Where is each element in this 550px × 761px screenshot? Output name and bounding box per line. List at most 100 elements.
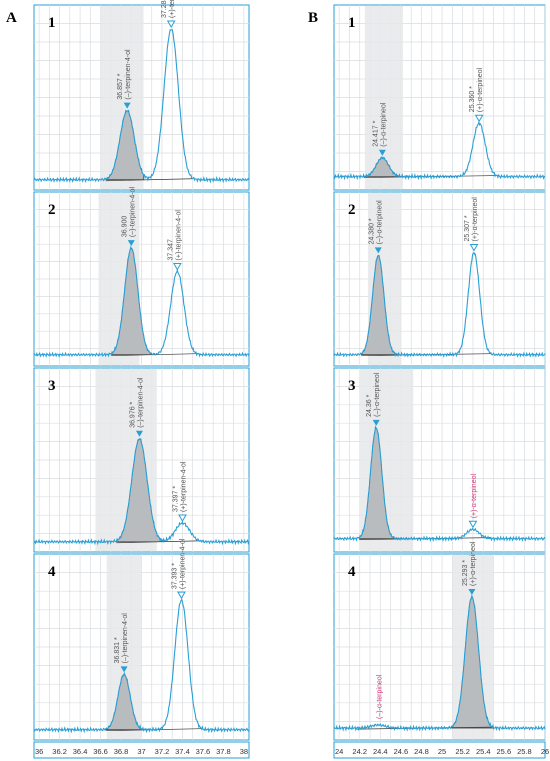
peak-marker-open bbox=[172, 262, 182, 271]
x-tick-label: 36.8 bbox=[114, 747, 129, 756]
peak-rt-label: 24.36 * bbox=[366, 394, 373, 416]
peak-rt-label: 25.360 * bbox=[469, 86, 476, 112]
subplot-number: 2 bbox=[48, 202, 56, 218]
integration-baseline bbox=[359, 537, 492, 540]
peak-rt-label: 36.900 bbox=[121, 216, 128, 238]
peak-label-group: (–)-α-terpineol bbox=[376, 674, 383, 719]
x-tick-label: 24 bbox=[335, 747, 343, 756]
peak-name-label: (+)-terpinen-4-ol bbox=[180, 461, 187, 512]
peak-name-label: (+)-terpinen-4-ol bbox=[175, 210, 182, 261]
peak-name-label: (–)-α-terpineol bbox=[376, 674, 383, 719]
subplot-number: 4 bbox=[348, 564, 356, 580]
peak-rt-label: 36.831 * bbox=[114, 637, 121, 663]
integration-baseline bbox=[105, 178, 193, 182]
peak-name-label: (+)-α-terpineol bbox=[470, 541, 477, 586]
peak-marker-open bbox=[474, 114, 484, 123]
chromatogram-trace bbox=[333, 425, 546, 543]
chromatogram-trace bbox=[33, 438, 250, 546]
peak-rt-label: 36.976 * bbox=[129, 401, 136, 427]
peak-name-label: (–)-terpinen-4-ol bbox=[125, 49, 132, 100]
integration-baseline bbox=[111, 353, 198, 357]
peak-marker-open bbox=[177, 591, 186, 600]
chromatogram-trace bbox=[333, 251, 546, 358]
peak-marker-filled bbox=[120, 666, 128, 673]
peak-marker-filled bbox=[123, 102, 131, 109]
peak-name-label: (+)-α-terpineol bbox=[472, 197, 479, 242]
x-tick-label: 24.2 bbox=[352, 747, 367, 756]
x-tick-label: 36.6 bbox=[93, 747, 108, 756]
peak-marker-open bbox=[469, 244, 479, 252]
peak-name-label: (+)-terpinen-4-ol bbox=[179, 538, 186, 589]
chromatogram-trace bbox=[33, 245, 250, 359]
peak-name-label: (–)-terpinen-4-ol bbox=[122, 613, 129, 664]
x-tick-label: 37.6 bbox=[196, 747, 211, 756]
peak-rt-label: 37.393 * bbox=[171, 563, 178, 589]
peak-rt-label: 37.397 * bbox=[172, 486, 179, 512]
subplot-number: 3 bbox=[48, 378, 56, 394]
subplot-number: 3 bbox=[348, 378, 356, 394]
x-tick-label: 26 bbox=[541, 747, 549, 756]
x-tick-label: 38 bbox=[240, 747, 248, 756]
peak-rt-label: 36.857 * bbox=[117, 73, 124, 99]
peak-name-label: (+)-α-terpineol bbox=[477, 67, 484, 112]
x-tick-label: 36 bbox=[35, 747, 43, 756]
peak-marker-filled bbox=[135, 430, 143, 437]
peak-name-label: (+)-terpinen-4-ol bbox=[169, 0, 176, 18]
x-tick-label: 25.2 bbox=[455, 747, 470, 756]
peak-marker-filled bbox=[374, 247, 382, 254]
peak-annotation: (–)-α-terpineol bbox=[376, 674, 383, 719]
chromatogram-trace bbox=[33, 598, 250, 734]
peak-label-group: (+)-α-terpineol bbox=[471, 474, 478, 519]
x-tick-label: 36.4 bbox=[73, 747, 88, 756]
subplot-number: 4 bbox=[48, 564, 56, 580]
x-tick-label: 36.2 bbox=[52, 747, 67, 756]
peak-rt-label: 24.417 * bbox=[372, 120, 379, 146]
subplot-number: 1 bbox=[48, 15, 56, 31]
peak-marker-filled bbox=[378, 149, 386, 156]
x-tick-label: 24.4 bbox=[373, 747, 388, 756]
x-tick-label: 37.8 bbox=[216, 747, 231, 756]
x-axis-frame bbox=[33, 741, 250, 759]
peak-rt-label: 25.307 * bbox=[464, 215, 471, 241]
peak-name-label: (–)-terpinen-4-ol bbox=[137, 377, 144, 428]
x-tick-label: 37 bbox=[137, 747, 145, 756]
peak-name-label: (–)-α-terpineol bbox=[376, 200, 383, 245]
x-axis-a: 36 36.2 36.4 36.6 36.8 37 37.2 37.4 37.6 37.8 38 bbox=[33, 741, 250, 759]
x-tick-label: 37.2 bbox=[155, 747, 170, 756]
peak-rt-label: 25.293 * bbox=[462, 560, 469, 586]
x-tick-label: 25 bbox=[438, 747, 446, 756]
peak-name-label: (+)-α-terpineol bbox=[471, 474, 478, 519]
peak-marker-open bbox=[166, 20, 176, 28]
x-tick-label: 25.8 bbox=[517, 747, 532, 756]
peak-name-label: (–)-α-terpineol bbox=[374, 372, 381, 417]
peak-marker-filled bbox=[372, 419, 380, 426]
subplot-number: 1 bbox=[348, 15, 356, 31]
x-tick-label: 24.6 bbox=[394, 747, 409, 756]
peak-marker-open bbox=[468, 520, 478, 529]
